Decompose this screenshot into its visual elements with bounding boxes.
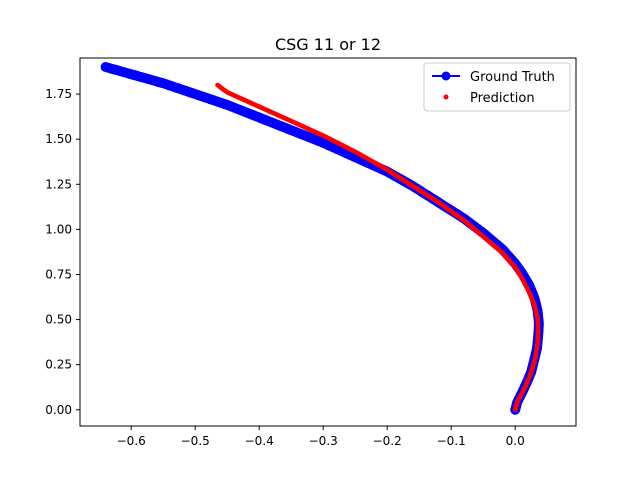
y-tick-label: 1.25 bbox=[45, 177, 72, 191]
data-point bbox=[100, 62, 111, 72]
y-tick-label: 0.25 bbox=[45, 358, 72, 372]
y-axis: 0.00 0.25 0.50 0.75 1.00 1.25 1.50 1.75 bbox=[45, 87, 80, 417]
legend-box bbox=[423, 62, 571, 112]
data-point bbox=[215, 82, 221, 88]
x-tick-label: −0.2 bbox=[373, 434, 402, 448]
x-tick-label: −0.3 bbox=[309, 434, 338, 448]
y-tick-label: 0.00 bbox=[45, 403, 72, 417]
legend-prediction-label: Prediction bbox=[470, 91, 535, 106]
x-tick-label: −0.6 bbox=[117, 434, 146, 448]
plot-frame bbox=[79, 57, 577, 427]
x-tick-label: −0.1 bbox=[437, 434, 466, 448]
y-tick-label: 0.75 bbox=[45, 267, 72, 281]
y-tick-label: 0.50 bbox=[45, 313, 72, 327]
x-tick-label: −0.5 bbox=[181, 434, 210, 448]
y-tick-label: 1.50 bbox=[45, 132, 72, 146]
x-tick-label: 0.0 bbox=[506, 434, 525, 448]
legend-prediction-marker bbox=[443, 94, 449, 100]
chart-title: CSG 11 or 12 bbox=[275, 35, 381, 54]
x-tick-label: −0.4 bbox=[245, 434, 274, 448]
plot-layer bbox=[100, 62, 544, 415]
legend: Ground Truth Prediction bbox=[423, 62, 571, 112]
y-tick-label: 1.00 bbox=[45, 222, 72, 236]
series-prediction bbox=[215, 82, 541, 413]
y-tick-label: 1.75 bbox=[45, 87, 72, 101]
legend-ground-truth-label: Ground Truth bbox=[470, 70, 555, 85]
legend-ground-truth-marker bbox=[441, 71, 451, 81]
x-axis: −0.6 −0.5 −0.4 −0.3 −0.2 −0.1 0.0 bbox=[117, 426, 525, 448]
